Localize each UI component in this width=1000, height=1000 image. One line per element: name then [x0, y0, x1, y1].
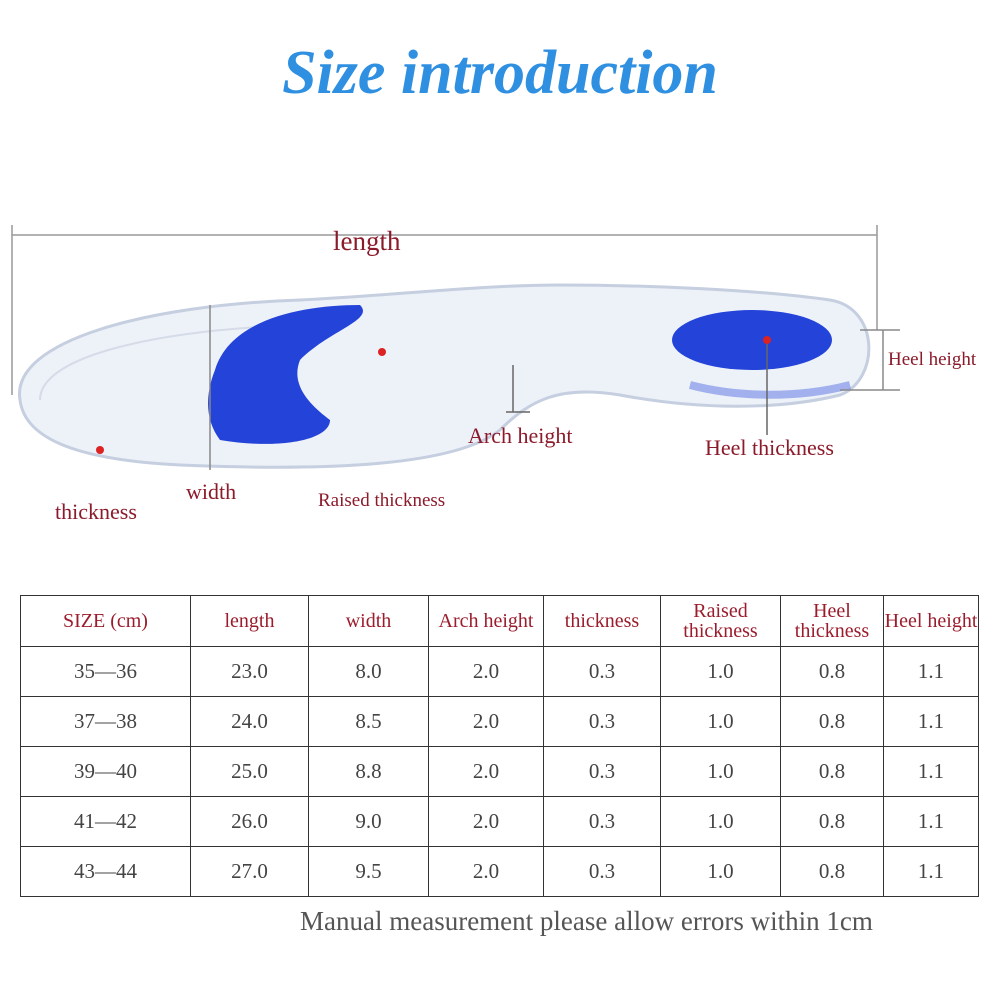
table-row: 37—38 24.0 8.5 2.0 0.3 1.0 0.8 1.1 — [20, 696, 979, 747]
header-cell: SIZE (cm) — [20, 595, 191, 647]
table-cell: 1.0 — [660, 746, 781, 797]
table-row: 41—42 26.0 9.0 2.0 0.3 1.0 0.8 1.1 — [20, 796, 979, 847]
table-cell: 2.0 — [428, 696, 544, 747]
table-cell: 9.0 — [308, 796, 429, 847]
title: Size introduction — [282, 39, 718, 107]
table-cell: 0.3 — [543, 746, 661, 797]
table-cell: 9.5 — [308, 846, 429, 897]
table-cell: 2.0 — [428, 796, 544, 847]
label-heel-thickness: Heel thickness — [705, 435, 834, 460]
table-row: 43—44 27.0 9.5 2.0 0.3 1.0 0.8 1.1 — [20, 846, 979, 897]
header-cell: thickness — [543, 595, 661, 647]
table-cell: 0.3 — [543, 696, 661, 747]
table-cell: 2.0 — [428, 846, 544, 897]
table-cell: 0.8 — [780, 646, 884, 697]
table-cell: 2.0 — [428, 646, 544, 697]
table-cell: 24.0 — [190, 696, 309, 747]
table-cell: 8.0 — [308, 646, 429, 697]
header-row: SIZE (cm) length width Arch height thickness… — [20, 595, 979, 647]
table-cell: 1.1 — [883, 646, 979, 697]
table-cell: 0.8 — [780, 696, 884, 747]
table-cell: 0.8 — [780, 846, 884, 897]
label-width: width — [186, 479, 237, 504]
table-cell: 0.3 — [543, 846, 661, 897]
table-cell: 0.3 — [543, 796, 661, 847]
footnote: Manual measurement please allow errors w… — [300, 906, 873, 936]
header-cell: length — [190, 595, 309, 647]
table-cell: 23.0 — [190, 646, 309, 697]
label-raised-thickness: Raised thickness — [318, 490, 446, 511]
insole-diagram — [11, 225, 900, 470]
table-cell: 37—38 — [20, 696, 191, 747]
label-thickness: thickness — [55, 499, 137, 524]
table-cell: 8.8 — [308, 746, 429, 797]
table-cell: 0.8 — [780, 746, 884, 797]
header-cell: Arch height — [428, 595, 544, 647]
size-table: SIZE (cm) length width Arch height thickness… — [20, 595, 979, 897]
table-cell: 25.0 — [190, 746, 309, 797]
table-cell: 1.1 — [883, 746, 979, 797]
label-heel-height: Heel height — [888, 349, 977, 370]
table-cell: 1.1 — [883, 846, 979, 897]
table-cell: 43—44 — [20, 846, 191, 897]
table-row: 39—40 25.0 8.8 2.0 0.3 1.0 0.8 1.1 — [20, 746, 979, 797]
label-length: length — [333, 226, 401, 256]
table-cell: 8.5 — [308, 696, 429, 747]
table-cell: 1.1 — [883, 696, 979, 747]
table-cell: 0.8 — [780, 796, 884, 847]
table-cell: 39—40 — [20, 746, 191, 797]
table-row: 35—36 23.0 8.0 2.0 0.3 1.0 0.8 1.1 — [20, 646, 979, 697]
header-cell: Heel thickness — [780, 595, 884, 647]
label-arch-height: Arch height — [468, 423, 573, 448]
table-cell: 26.0 — [190, 796, 309, 847]
table-cell: 2.0 — [428, 746, 544, 797]
table-cell: 35—36 — [20, 646, 191, 697]
table-cell: 1.0 — [660, 696, 781, 747]
table-cell: 1.0 — [660, 646, 781, 697]
table-cell: 1.1 — [883, 796, 979, 847]
table-cell: 1.0 — [660, 796, 781, 847]
table-cell: 41—42 — [20, 796, 191, 847]
header-cell: width — [308, 595, 429, 647]
table-cell: 27.0 — [190, 846, 309, 897]
table-cell: 1.0 — [660, 846, 781, 897]
table-cell: 0.3 — [543, 646, 661, 697]
header-cell: Raised thickness — [660, 595, 781, 647]
header-cell: Heel height — [883, 595, 979, 647]
